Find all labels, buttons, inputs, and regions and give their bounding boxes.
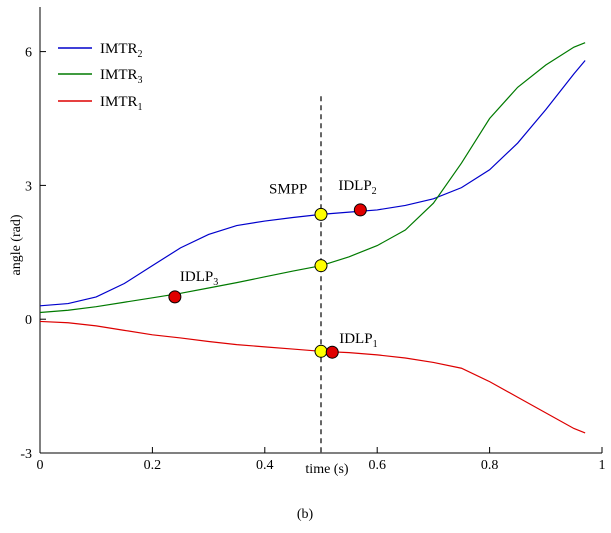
legend-label-imtr3: IMTR3 <box>100 67 143 86</box>
label-layer: SMPP IDLP2 IDLP3 IDLP1 <box>180 178 378 350</box>
y-axis-label: angle (rad) <box>9 214 24 275</box>
legend-layer: IMTR2 IMTR3 IMTR1 <box>58 41 143 113</box>
figure-caption: (b) <box>297 507 314 522</box>
point-idlp3 <box>168 290 182 304</box>
point-idlp1 <box>325 345 339 359</box>
annotation-idlp2: IDLP2 <box>338 178 376 197</box>
axis-layer: 0 0.2 0.4 0.6 0.8 1 -3 0 3 6 time (s) angle (rad) (b… <box>9 7 606 522</box>
legend-subscript: 3 <box>138 75 143 86</box>
legend-label-imtr2: IMTR2 <box>100 41 143 60</box>
legend-label-imtr1: IMTR1 <box>100 94 143 113</box>
x-tick-label: 0.8 <box>481 458 499 473</box>
point-marker <box>314 344 328 358</box>
annotation-smpp: SMPP <box>269 181 307 197</box>
x-tick-label: 0 <box>37 458 44 473</box>
x-tick-label: 0.6 <box>368 458 386 473</box>
x-tick-label: 1 <box>599 458 606 473</box>
legend-subscript: 1 <box>138 102 143 113</box>
point-idlp2 <box>353 203 367 217</box>
y-tick-label: 3 <box>25 179 32 194</box>
marker-layer <box>168 203 367 359</box>
y-tick-label: 0 <box>25 313 32 328</box>
point-smpp <box>314 207 328 221</box>
annotation-subscript: 3 <box>213 277 218 288</box>
annotation-idlp1: IDLP1 <box>339 331 377 350</box>
point-marker <box>314 259 328 273</box>
series-line-imtr3 <box>39 42 586 314</box>
annotation-idlp3: IDLP3 <box>180 269 218 288</box>
x-tick-label: 0.2 <box>144 458 162 473</box>
legend-subscript: 2 <box>138 49 143 60</box>
annotation-subscript: 2 <box>372 186 377 197</box>
y-tick-label: 6 <box>25 46 32 61</box>
series-line-imtr1 <box>39 320 586 434</box>
x-tick-label: 0.4 <box>256 458 274 473</box>
annotation-subscript: 1 <box>373 339 378 350</box>
y-tick-label: -3 <box>20 447 32 462</box>
x-axis-label: time (s) <box>305 462 348 477</box>
